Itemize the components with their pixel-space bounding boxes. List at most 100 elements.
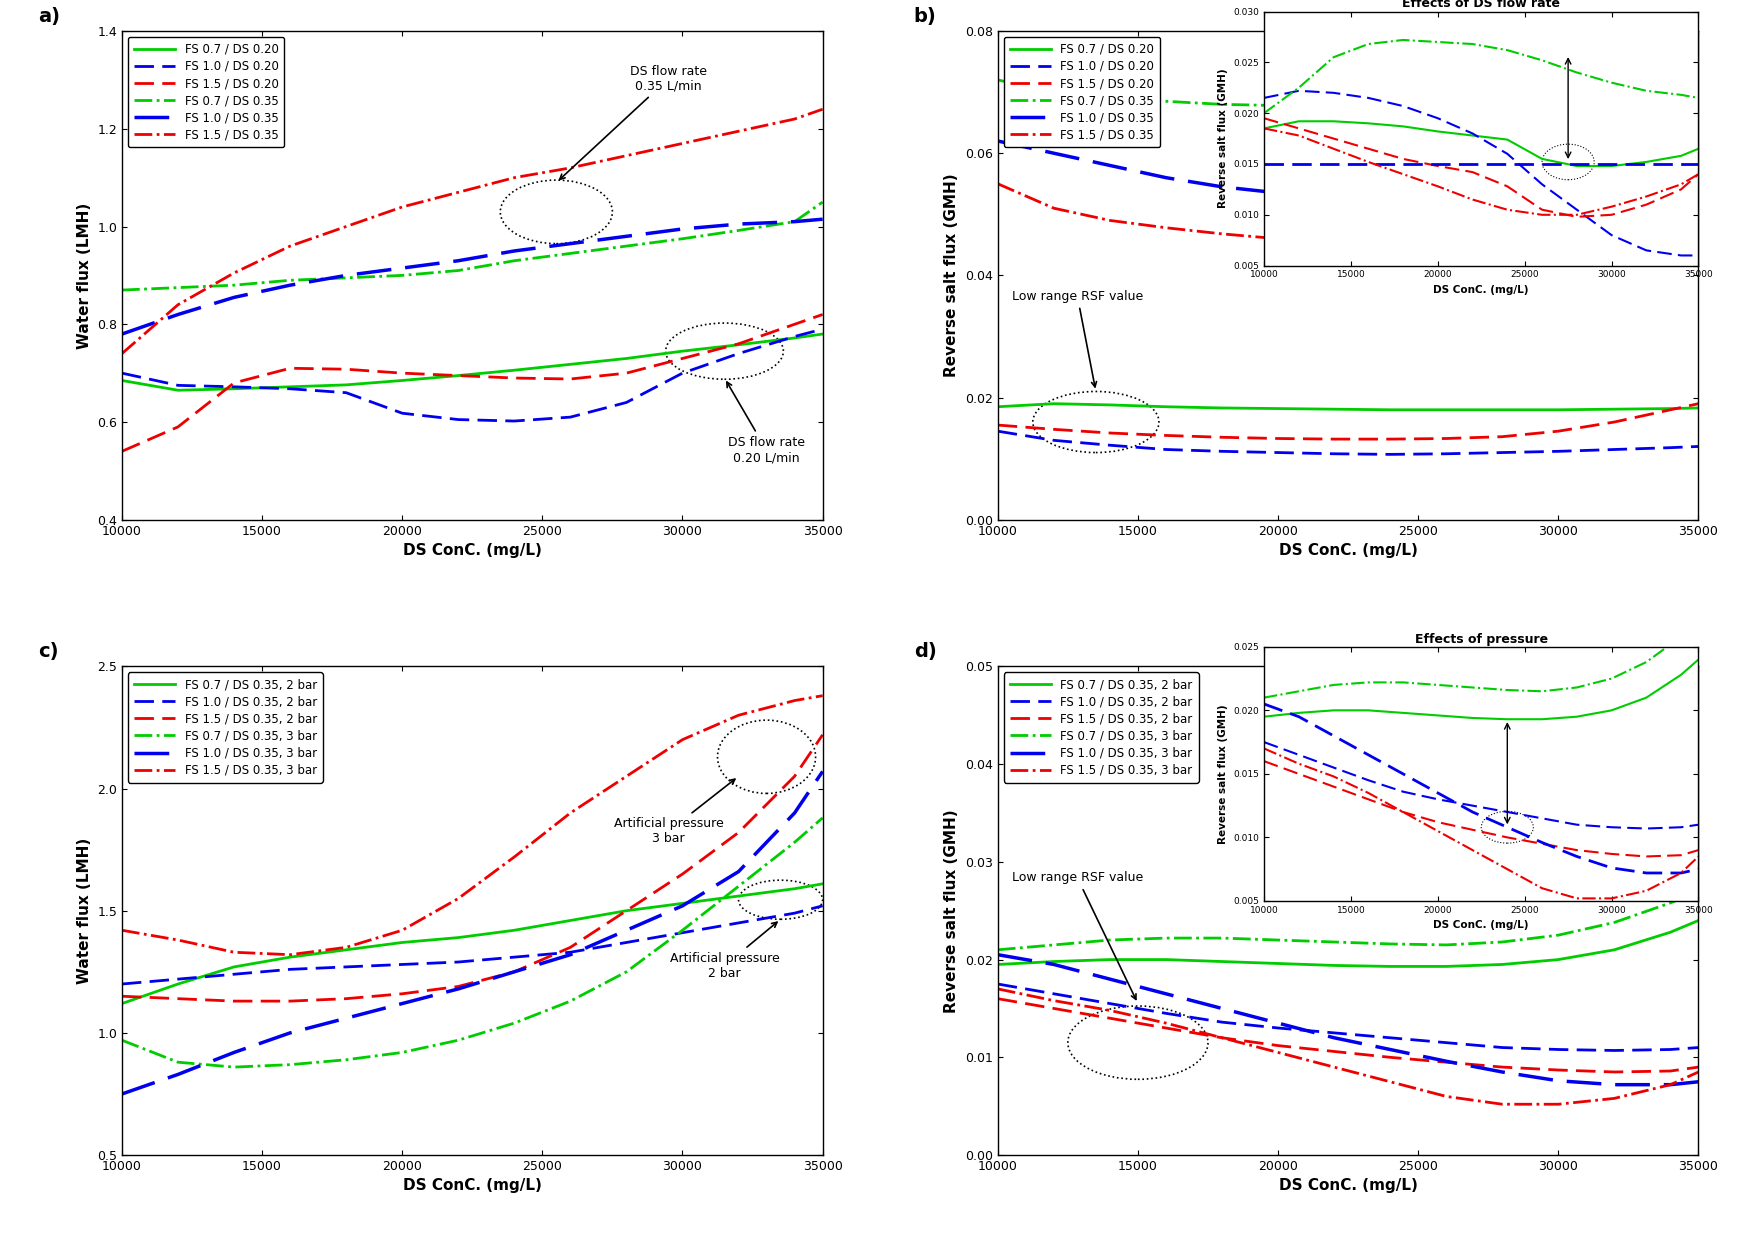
FS 1.5 / DS 0.35: [1155, 220, 1176, 235]
FS 1.5 / DS 0.35, 3 bar: [392, 923, 413, 938]
FS 1.0 / DS 0.35: [1491, 195, 1512, 210]
FS 1.0 / DS 0.20: [448, 412, 469, 427]
FS 0.7 / DS 0.35, 2 bar: [988, 958, 1009, 972]
FS 1.5 / DS 0.20: [1155, 428, 1176, 443]
FS 1.5 / DS 0.35, 2 bar: [1491, 1059, 1512, 1074]
Text: Low range RSF value: Low range RSF value: [1012, 289, 1143, 388]
FS 1.5 / DS 0.35, 3 bar: [167, 933, 188, 948]
FS 0.7 / DS 0.35, 2 bar: [617, 903, 638, 918]
FS 1.5 / DS 0.35, 3 bar: [1688, 1064, 1709, 1079]
FS 0.7 / DS 0.35, 2 bar: [1604, 943, 1625, 958]
FS 0.7 / DS 0.20: [1549, 402, 1570, 417]
FS 1.5 / DS 0.20: [1549, 424, 1570, 438]
FS 0.7 / DS 0.35, 2 bar: [392, 935, 413, 950]
FS 0.7 / DS 0.35, 2 bar: [111, 996, 132, 1011]
FS 0.7 / DS 0.35, 2 bar: [1688, 913, 1709, 928]
FS 1.0 / DS 0.35: [336, 268, 357, 283]
Line: FS 0.7 / DS 0.20: FS 0.7 / DS 0.20: [998, 404, 1698, 410]
Line: FS 0.7 / DS 0.35, 3 bar: FS 0.7 / DS 0.35, 3 bar: [998, 892, 1698, 950]
FS 1.5 / DS 0.35: [1380, 237, 1401, 252]
FS 0.7 / DS 0.35, 3 bar: [1211, 930, 1232, 945]
FS 1.5 / DS 0.20: [503, 370, 524, 385]
Text: DS flow rate
0.35 L/min: DS flow rate 0.35 L/min: [559, 65, 707, 179]
FS 1.5 / DS 0.35: [280, 238, 301, 253]
FS 0.7 / DS 0.20: [1211, 400, 1232, 415]
FS 1.5 / DS 0.35, 2 bar: [111, 989, 132, 1004]
FS 1.0 / DS 0.35, 2 bar: [1688, 1040, 1709, 1054]
FS 1.0 / DS 0.20: [1324, 446, 1345, 461]
FS 1.5 / DS 0.35: [1491, 238, 1512, 253]
FS 0.7 / DS 0.35: [448, 263, 469, 278]
FS 0.7 / DS 0.20: [672, 344, 693, 359]
FS 1.0 / DS 0.20: [988, 424, 1009, 438]
FS 1.5 / DS 0.35, 3 bar: [1043, 994, 1064, 1009]
FS 0.7 / DS 0.35, 3 bar: [1380, 936, 1401, 951]
FS 1.5 / DS 0.20: [1491, 430, 1512, 445]
FS 1.0 / DS 0.35, 2 bar: [1491, 1040, 1512, 1054]
FS 1.0 / DS 0.35: [1688, 191, 1709, 206]
FS 0.7 / DS 0.20: [448, 368, 469, 383]
FS 1.5 / DS 0.20: [617, 365, 638, 380]
Line: FS 1.5 / DS 0.20: FS 1.5 / DS 0.20: [998, 404, 1698, 440]
FS 1.5 / DS 0.35, 3 bar: [448, 891, 469, 905]
FS 1.5 / DS 0.35, 3 bar: [336, 940, 357, 955]
FS 1.5 / DS 0.35: [728, 124, 749, 139]
FS 1.0 / DS 0.35: [1043, 145, 1064, 160]
FS 1.5 / DS 0.35: [1549, 237, 1570, 252]
FS 1.0 / DS 0.35, 3 bar: [672, 898, 693, 913]
FS 1.0 / DS 0.35: [503, 243, 524, 258]
Y-axis label: Water flux (LMH): Water flux (LMH): [77, 202, 92, 349]
FS 0.7 / DS 0.35, 3 bar: [728, 879, 749, 894]
FS 1.0 / DS 0.35, 3 bar: [559, 948, 580, 963]
FS 1.0 / DS 0.20: [1549, 443, 1570, 458]
FS 1.0 / DS 0.20: [223, 379, 244, 394]
FS 0.7 / DS 0.35, 2 bar: [1491, 958, 1512, 972]
FS 0.7 / DS 0.35, 2 bar: [1324, 958, 1345, 972]
FS 1.0 / DS 0.35, 3 bar: [1268, 1016, 1289, 1031]
FS 1.0 / DS 0.35: [1211, 179, 1232, 194]
FS 1.0 / DS 0.20: [784, 329, 805, 344]
FS 1.0 / DS 0.35: [784, 214, 805, 229]
FS 1.0 / DS 0.20: [111, 365, 132, 380]
FS 0.7 / DS 0.35, 2 bar: [672, 895, 693, 910]
Legend: FS 0.7 / DS 0.20, FS 1.0 / DS 0.20, FS 1.5 / DS 0.20, FS 0.7 / DS 0.35, FS 1.0 /: FS 0.7 / DS 0.20, FS 1.0 / DS 0.20, FS 1…: [127, 37, 284, 148]
FS 1.5 / DS 0.35: [448, 185, 469, 200]
FS 1.5 / DS 0.35, 2 bar: [280, 994, 301, 1009]
FS 1.5 / DS 0.35, 3 bar: [1380, 1074, 1401, 1089]
FS 0.7 / DS 0.35: [1380, 98, 1401, 113]
FS 1.5 / DS 0.35: [503, 170, 524, 185]
Line: FS 0.7 / DS 0.35: FS 0.7 / DS 0.35: [122, 202, 822, 291]
FS 1.5 / DS 0.35: [167, 297, 188, 312]
FS 1.5 / DS 0.35, 2 bar: [503, 964, 524, 979]
FS 0.7 / DS 0.20: [111, 373, 132, 388]
FS 1.5 / DS 0.20: [812, 307, 833, 322]
FS 1.5 / DS 0.35, 2 bar: [988, 991, 1009, 1006]
FS 1.0 / DS 0.20: [1099, 437, 1120, 452]
FS 1.5 / DS 0.20: [223, 375, 244, 390]
FS 0.7 / DS 0.35: [392, 268, 413, 283]
FS 1.0 / DS 0.20: [1268, 445, 1289, 460]
FS 1.5 / DS 0.20: [728, 337, 749, 351]
FS 1.5 / DS 0.35, 3 bar: [559, 806, 580, 821]
X-axis label: DS ConC. (mg/L): DS ConC. (mg/L): [402, 1179, 542, 1194]
FS 0.7 / DS 0.35: [1211, 97, 1232, 112]
FS 0.7 / DS 0.35: [728, 224, 749, 238]
FS 1.5 / DS 0.35: [111, 347, 132, 361]
FS 1.5 / DS 0.35, 3 bar: [1491, 1097, 1512, 1112]
FS 1.0 / DS 0.35, 2 bar: [988, 976, 1009, 991]
FS 0.7 / DS 0.35: [559, 246, 580, 261]
FS 1.5 / DS 0.35, 3 bar: [728, 708, 749, 723]
FS 0.7 / DS 0.35, 3 bar: [336, 1052, 357, 1067]
FS 1.0 / DS 0.35, 2 bar: [503, 950, 524, 965]
FS 1.5 / DS 0.20: [1324, 432, 1345, 447]
Title: Effects of pressure: Effects of pressure: [1415, 632, 1549, 646]
FS 1.5 / DS 0.35, 2 bar: [1688, 1059, 1709, 1074]
FS 0.7 / DS 0.35, 3 bar: [988, 943, 1009, 958]
FS 1.0 / DS 0.35, 3 bar: [223, 1045, 244, 1059]
FS 1.0 / DS 0.35, 2 bar: [167, 971, 188, 986]
FS 0.7 / DS 0.20: [1688, 400, 1709, 415]
FS 1.0 / DS 0.35, 2 bar: [672, 925, 693, 940]
FS 1.0 / DS 0.20: [336, 385, 357, 400]
Line: FS 0.7 / DS 0.35: FS 0.7 / DS 0.35: [998, 79, 1698, 106]
FS 1.5 / DS 0.35, 2 bar: [223, 994, 244, 1009]
